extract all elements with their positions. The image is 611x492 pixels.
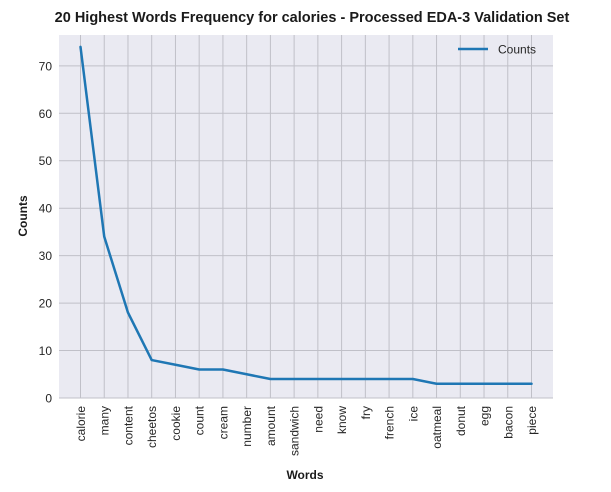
y-tick-label: 30 [39, 249, 53, 263]
legend: Counts [458, 43, 536, 57]
x-tick-label: egg [478, 406, 492, 426]
x-tick-label: count [193, 405, 207, 435]
legend-label-counts: Counts [498, 43, 536, 57]
x-tick-label: piece [525, 406, 539, 435]
x-tick-label: many [98, 406, 112, 435]
x-tick-label: fry [359, 406, 373, 419]
series-line-counts [79, 45, 533, 386]
x-tick-label: cookie [169, 406, 183, 441]
x-tick-label: need [311, 406, 325, 433]
chart-title: 20 Highest Words Frequency for calories … [55, 10, 570, 26]
x-axis-ticks: calorie many content cheetos cookie count crea… [74, 405, 539, 456]
x-tick-label: amount [264, 405, 278, 446]
y-axis-ticks: 0 10 20 30 40 50 60 70 [39, 59, 53, 405]
x-tick-label: number [240, 406, 254, 447]
y-tick-label: 20 [39, 297, 53, 311]
plot-area [59, 35, 553, 398]
x-tick-label: cream [216, 406, 230, 439]
y-axis-label: Counts [16, 195, 30, 237]
y-tick-label: 0 [45, 392, 52, 406]
y-tick-label: 10 [39, 344, 53, 358]
y-tick-label: 40 [39, 202, 53, 216]
y-tick-label: 60 [39, 107, 53, 121]
x-tick-label: know [335, 406, 349, 434]
x-axis-label: Words [286, 468, 323, 482]
x-tick-label: oatmeal [430, 406, 444, 449]
x-tick-label: sandwich [288, 406, 302, 456]
y-tick-label: 70 [39, 59, 53, 73]
x-tick-label: bacon [501, 406, 515, 439]
x-tick-label: donut [454, 405, 468, 436]
series-lines [79, 45, 533, 386]
x-tick-label: french [383, 406, 397, 439]
y-tick-label: 50 [39, 154, 53, 168]
x-tick-label: ice [406, 406, 420, 422]
x-tick-label: calorie [74, 406, 88, 442]
grid-lines [59, 35, 553, 399]
x-tick-label: content [121, 405, 135, 445]
x-tick-label: cheetos [145, 406, 159, 448]
